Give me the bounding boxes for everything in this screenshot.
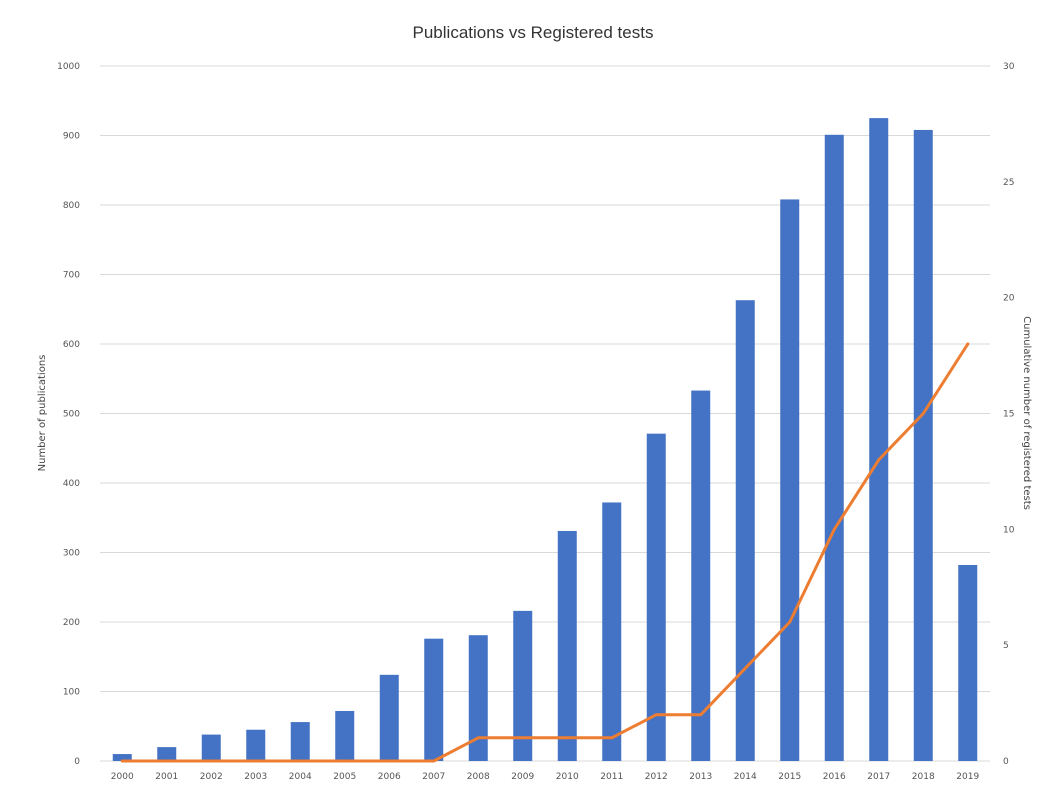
- line-point: [165, 759, 169, 763]
- right-axis-title: Cumulative number of registered tests: [1021, 316, 1032, 510]
- bar: [424, 638, 444, 761]
- y-tick-label: 900: [63, 132, 80, 142]
- bar: [869, 118, 889, 761]
- x-tick-label: 2018: [912, 772, 935, 782]
- bar: [513, 610, 533, 761]
- y2-tick-label: 25: [1003, 178, 1014, 188]
- y2-tick-label: 0: [1003, 757, 1009, 767]
- bar: [780, 199, 800, 761]
- x-tick-label: 2017: [867, 772, 890, 782]
- line-point: [565, 736, 569, 740]
- line-point: [254, 759, 258, 763]
- y2-tick-label: 10: [1003, 525, 1015, 535]
- x-tick-label: 2016: [823, 772, 846, 782]
- line-path: [120, 342, 970, 763]
- gridlines: [100, 65, 990, 762]
- bar: [157, 747, 177, 761]
- x-tick-label: 2019: [956, 772, 979, 782]
- bar: [112, 754, 132, 761]
- bar: [958, 565, 978, 761]
- x-tick-label: 2002: [200, 772, 223, 782]
- left-axis-ticks: 0 100 200 300 400 500 600 700 800 900 1000: [57, 62, 80, 767]
- bar: [201, 734, 221, 761]
- x-tick-label: 2013: [689, 772, 712, 782]
- bar: [557, 530, 577, 761]
- x-tick-label: 2001: [155, 772, 178, 782]
- line-point: [432, 759, 436, 763]
- bar-series: [112, 118, 978, 761]
- x-tick-label: 2007: [422, 772, 445, 782]
- line-point: [120, 759, 124, 763]
- line-point: [476, 736, 480, 740]
- x-tick-label: 2014: [734, 772, 757, 782]
- bar: [646, 433, 666, 761]
- line-point: [343, 759, 347, 763]
- y2-tick-label: 15: [1003, 410, 1014, 420]
- line-point: [209, 759, 213, 763]
- bar: [335, 710, 355, 761]
- line-point: [610, 736, 614, 740]
- line-point: [387, 759, 391, 763]
- bar: [246, 729, 266, 761]
- y-tick-label: 800: [63, 201, 80, 211]
- x-tick-label: 2005: [333, 772, 356, 782]
- x-tick-label: 2004: [289, 772, 312, 782]
- x-axis-ticks: 2000 2001 2002 2003 2004 2005 2006 2007 2008 2009…: [111, 772, 980, 782]
- x-tick-label: 2000: [111, 772, 134, 782]
- x-tick-label: 2011: [600, 772, 623, 782]
- bar: [602, 502, 622, 761]
- x-tick-label: 2008: [467, 772, 490, 782]
- right-axis-ticks: 0 5 10 15 20 25 30: [1003, 62, 1015, 767]
- line-point: [921, 412, 925, 415]
- y-tick-label: 500: [63, 410, 80, 420]
- y-tick-label: 600: [63, 340, 80, 350]
- y-tick-label: 100: [63, 688, 80, 698]
- line-point: [966, 342, 970, 346]
- left-axis-title: Number of publications: [37, 355, 48, 472]
- line-point: [654, 713, 658, 717]
- bar: [691, 390, 711, 761]
- chart-title: Publications vs Registered tests: [413, 23, 654, 42]
- line-series: [120, 342, 970, 763]
- line-point: [298, 759, 302, 763]
- bar: [468, 635, 488, 761]
- y-tick-label: 200: [63, 618, 80, 628]
- bar: [290, 722, 310, 761]
- bar: [379, 674, 399, 761]
- line-point: [877, 458, 881, 462]
- x-tick-label: 2015: [778, 772, 801, 782]
- line-point: [521, 736, 525, 740]
- x-tick-label: 2003: [244, 772, 267, 782]
- x-tick-label: 2006: [378, 772, 401, 782]
- y-tick-label: 400: [63, 479, 80, 489]
- line-point: [743, 666, 747, 670]
- y-tick-label: 300: [63, 549, 80, 559]
- line-point: [699, 713, 703, 717]
- bar: [824, 134, 844, 761]
- y-tick-label: 1000: [57, 62, 80, 72]
- bar: [913, 129, 933, 761]
- y-tick-label: 0: [74, 757, 80, 767]
- y-tick-label: 700: [63, 271, 80, 281]
- y2-tick-label: 20: [1003, 294, 1015, 304]
- bar: [735, 300, 755, 761]
- x-tick-label: 2010: [556, 772, 579, 782]
- line-point: [832, 527, 836, 531]
- line-point: [788, 620, 792, 624]
- y2-tick-label: 5: [1003, 641, 1009, 651]
- y2-tick-label: 30: [1003, 62, 1015, 72]
- x-tick-label: 2012: [645, 772, 668, 782]
- x-tick-label: 2009: [511, 772, 534, 782]
